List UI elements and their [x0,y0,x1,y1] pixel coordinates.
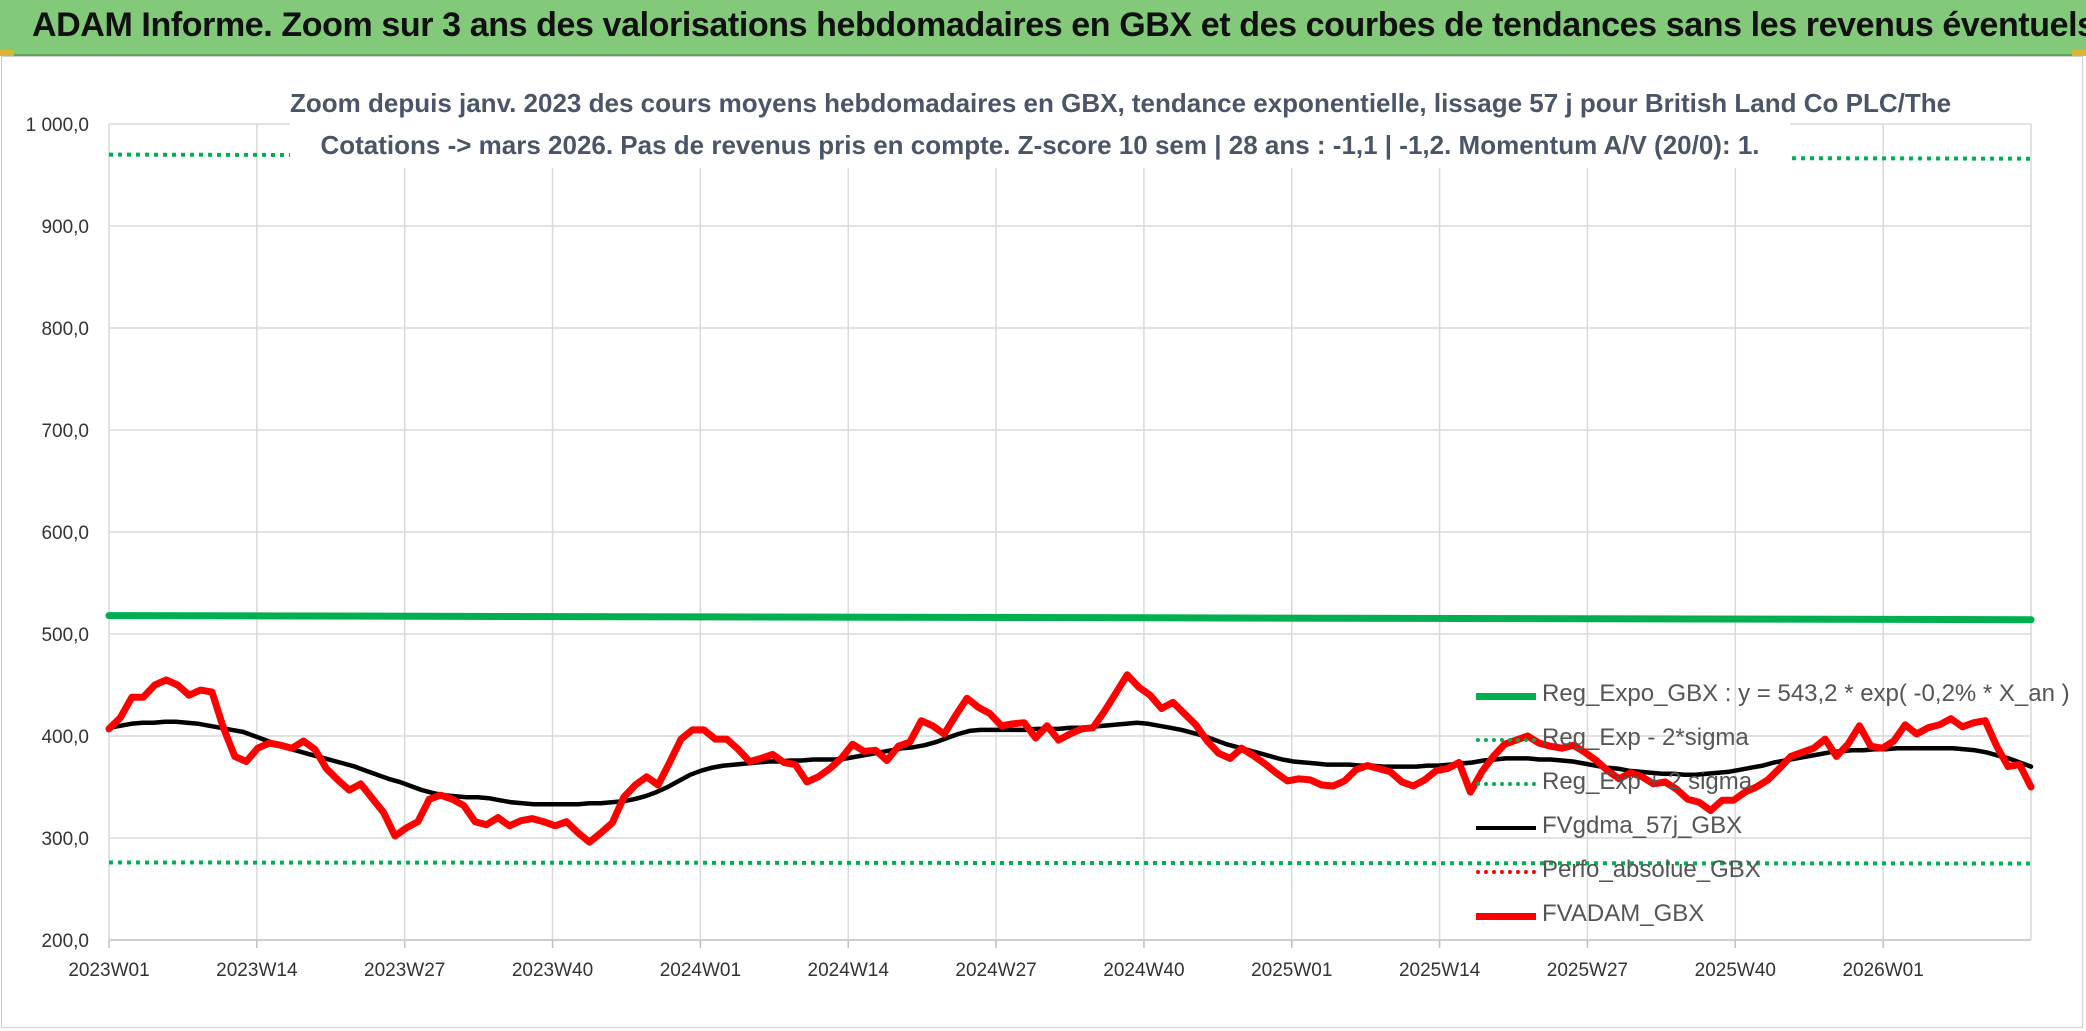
y-axis-ticks: 1 000,0 900,0 800,0 700,0 600,0 500,0 400,0 300… [26,115,89,952]
series-line-3 [106,719,2034,807]
legend-swatch [1476,912,1536,920]
legend-label: FVgdma_57j_GBX [1542,812,1743,839]
y-tick-label: 300,0 [41,829,89,850]
legend-label: FVADAM_GBX [1542,900,1705,927]
legend-swatch [1476,692,1536,700]
legend-label: Perfo_absolue_GBX [1542,856,1761,883]
x-tick-label: 2025W14 [1399,960,1481,981]
legend-swatch [1476,738,1536,742]
legend-label: Reg_Exp - 2*sigma [1542,724,1749,751]
report-title: ADAM Informe. Zoom sur 3 ans des valoris… [32,6,2086,44]
y-tick-label: 700,0 [41,421,89,442]
y-tick-label: 200,0 [41,931,89,952]
x-tick-label: 2023W14 [216,960,298,981]
banner-corner-left [0,50,14,56]
y-tick-label: 600,0 [41,523,89,544]
x-axis-ticks: 2023W01 2023W14 2023W27 2023W40 2024W01 2024W… [68,960,1923,981]
legend-label: Reg_Expo_GBX : y = 543,2 * exp( -0,2% * … [1542,680,2070,707]
x-tick-label: 2024W01 [660,960,741,981]
y-tick-label: 500,0 [41,625,89,646]
banner-corner-right [2072,50,2086,56]
chart-area [1,56,2083,1028]
x-tick-label: 2023W01 [68,960,149,981]
y-tick-label: 900,0 [41,217,89,238]
legend-label: Reg_Exp + 2 sigma [1542,768,1753,795]
y-tick-label: 1 000,0 [26,115,89,136]
x-tick-label: 2025W27 [1547,960,1628,981]
legend-swatch [1476,782,1536,786]
x-tick-label: 2023W27 [364,960,445,981]
y-tick-label: 400,0 [41,727,89,748]
legend-swatch [1476,825,1536,830]
x-tick-label: 2026W01 [1842,960,1923,981]
grid-layer [108,123,2032,948]
chart-title-line-1: Zoom depuis janv. 2023 des cours moyens … [290,88,1952,118]
chart-title: Zoom depuis janv. 2023 des cours moyens … [290,80,1952,168]
x-tick-label: 2024W14 [808,960,890,981]
x-tick-label: 2025W40 [1695,960,1776,981]
series-line-0 [105,612,2035,624]
legend-swatch [1476,870,1536,874]
y-tick-label: 800,0 [41,319,89,340]
x-tick-label: 2024W27 [955,960,1036,981]
x-tick-label: 2023W40 [512,960,593,981]
x-tick-label: 2024W40 [1103,960,1184,981]
x-tick-label: 2025W01 [1251,960,1332,981]
chart-title-line-2: Cotations -> mars 2026. Pas de revenus p… [320,130,1760,160]
series-line-5 [105,671,2035,846]
series-layer [105,152,2035,866]
report-banner: ADAM Informe. Zoom sur 3 ans des valoris… [0,0,2086,56]
